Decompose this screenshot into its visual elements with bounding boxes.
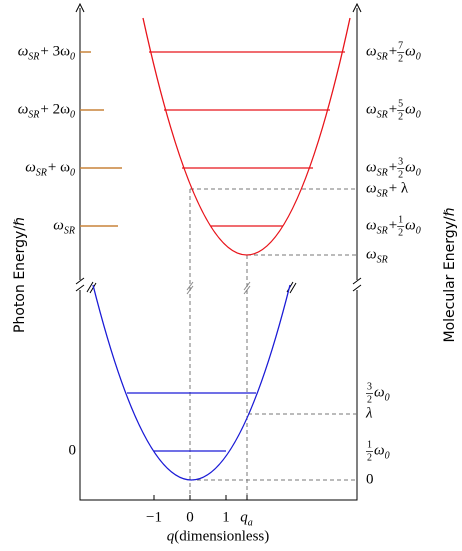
fraction-denominator: 2: [398, 169, 403, 180]
guide-lines: [189, 188, 357, 500]
ground-potential: [92, 284, 291, 481]
label-text: +: [389, 43, 397, 59]
label-subscript: 0: [416, 51, 421, 62]
excited-levels: [149, 51, 345, 227]
label-text: ω: [405, 101, 416, 117]
x-tick-marks: [153, 495, 248, 500]
label-text: (dimensionless): [174, 528, 269, 544]
x-tick-label: −1: [146, 509, 162, 525]
fraction-denominator: 2: [367, 452, 372, 463]
label-text: ω: [18, 43, 29, 59]
label-text: ω: [374, 384, 385, 400]
label-subscript: 0: [385, 392, 390, 403]
label-subscript: SR: [28, 51, 39, 62]
fraction-denominator: 2: [398, 227, 403, 238]
fraction-numerator: 7: [398, 40, 403, 51]
label-subscript: 0: [385, 450, 390, 461]
fraction-numerator: 3: [398, 156, 403, 167]
label-subscript: 0: [416, 225, 421, 236]
right-label: 0: [366, 471, 374, 487]
label-text: q: [167, 528, 175, 544]
axis-arrows: [75, 2, 362, 13]
label-text: +: [389, 159, 397, 175]
label-text: + λ: [389, 180, 409, 196]
label-text: +: [389, 101, 397, 117]
label-text: ω: [366, 180, 377, 196]
label-subscript: 0: [70, 167, 75, 178]
label-text: ω: [18, 101, 29, 117]
left-label: 0: [69, 442, 77, 458]
right-axis-title: Molecular Energy/ℏ: [442, 207, 458, 342]
right-label: ω SR + 12 ω 0: [366, 214, 421, 238]
label-text: ω: [405, 159, 416, 175]
fraction-numerator: 3: [367, 381, 372, 392]
right-label: λ: [365, 405, 373, 421]
label-text: ω: [25, 159, 36, 175]
fraction-numerator: 1: [398, 214, 403, 225]
left-label: ω SR + 3ω 0: [18, 43, 75, 62]
right-label: 1 2 ω 0: [366, 439, 390, 463]
right-label: ω SR + 52 ω 0: [366, 98, 421, 122]
label-text: + 3ω: [40, 43, 70, 59]
right-label: ω SR + 32 ω 0: [366, 156, 421, 180]
label-subscript: 0: [416, 109, 421, 120]
label-subscript: SR: [377, 254, 388, 265]
label-text: −1: [146, 509, 162, 525]
label-subscript: 0: [70, 109, 75, 120]
label-text: 1: [222, 509, 230, 525]
right-label: ω SR + 72 ω 0: [366, 40, 421, 64]
fraction-denominator: 2: [398, 53, 403, 64]
left-label: ω SR: [53, 217, 75, 236]
label-text: ω: [366, 43, 377, 59]
left-axis-title: Photon Energy/ℏ: [12, 217, 28, 333]
label-subscript: 0: [416, 167, 421, 178]
label-text: ω: [405, 217, 416, 233]
x-tick-label: 0: [186, 509, 194, 525]
label-subscript: SR: [377, 109, 388, 120]
excited-potential: [142, 17, 351, 256]
ground-levels: [127, 392, 256, 452]
fraction-numerator: 5: [398, 98, 403, 109]
fraction-denominator: 2: [398, 111, 403, 122]
label-subscript: 0: [70, 51, 75, 62]
dash-breaks: [186, 281, 251, 295]
label-subscript: SR: [377, 51, 388, 62]
right-label: ω SR: [366, 246, 388, 265]
label-text: 0: [186, 509, 194, 525]
x-axis-label: q (dimensionless): [167, 528, 270, 544]
label-text: ω: [374, 442, 385, 458]
label-text: λ: [365, 405, 373, 421]
axis-breaks: [75, 277, 362, 294]
label-text: + 2ω: [40, 101, 70, 117]
label-text: +: [389, 217, 397, 233]
label-subscript: SR: [36, 167, 47, 178]
label-text: ω: [366, 246, 377, 262]
label-text: 0: [366, 471, 374, 487]
label-subscript: SR: [28, 109, 39, 120]
right-label: ω SR + λ: [366, 180, 409, 199]
label-text: ω: [405, 43, 416, 59]
label-text: ω: [53, 217, 64, 233]
fraction-denominator: 2: [367, 394, 372, 405]
label-text: ω: [366, 101, 377, 117]
label-subscript: SR: [377, 167, 388, 178]
label-text: + ω: [48, 159, 70, 175]
label-text: ω: [366, 217, 377, 233]
axes: [79, 8, 358, 501]
right-label: 3 2 ω 0: [366, 381, 390, 405]
fraction-numerator: 1: [367, 439, 372, 450]
label-text: ω: [366, 159, 377, 175]
label-text: q: [240, 509, 248, 525]
label-subscript: SR: [377, 188, 388, 199]
x-tick-label: 1: [222, 509, 230, 525]
label-text: 0: [69, 442, 77, 458]
left-label: ω SR + 2ω 0: [18, 101, 75, 120]
label-subscript: SR: [64, 225, 75, 236]
label-subscript: SR: [377, 225, 388, 236]
label-subscript: a: [248, 517, 253, 528]
